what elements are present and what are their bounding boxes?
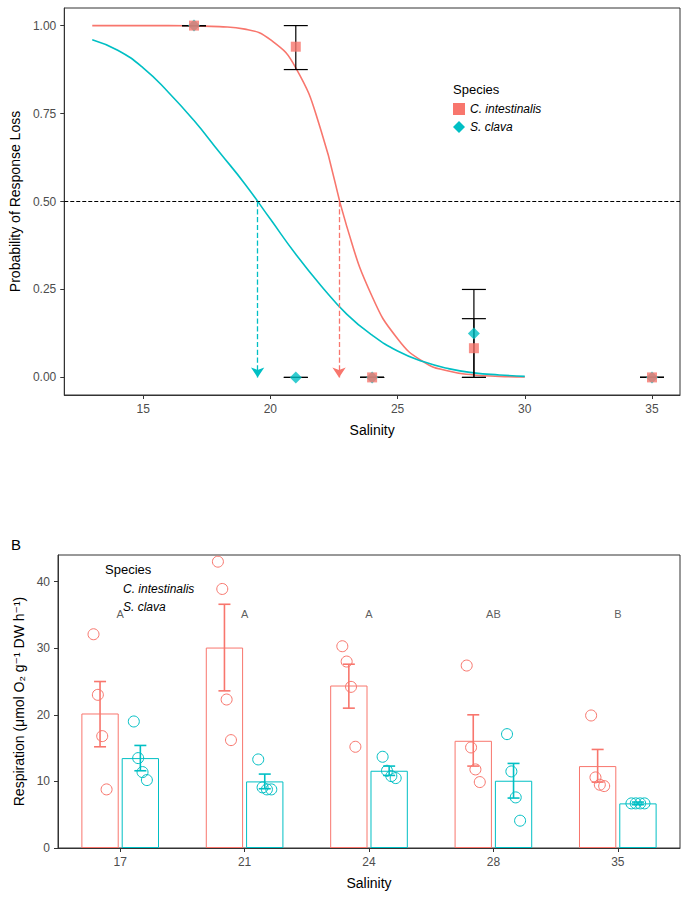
svg-text:21: 21 bbox=[238, 855, 252, 869]
svg-text:0.25: 0.25 bbox=[33, 282, 57, 296]
svg-text:20: 20 bbox=[37, 708, 51, 722]
svg-text:24: 24 bbox=[362, 855, 376, 869]
svg-text:30: 30 bbox=[518, 402, 532, 416]
svg-text:Probability of Response Loss: Probability of Response Loss bbox=[7, 111, 23, 292]
svg-text:A: A bbox=[117, 608, 125, 620]
svg-text:10: 10 bbox=[37, 774, 51, 788]
svg-text:20: 20 bbox=[264, 402, 278, 416]
svg-text:28: 28 bbox=[487, 855, 501, 869]
svg-text:AB: AB bbox=[486, 608, 501, 620]
svg-text:1.00: 1.00 bbox=[33, 19, 57, 33]
svg-text:S. clava: S. clava bbox=[123, 600, 166, 614]
svg-text:S. clava: S. clava bbox=[470, 120, 513, 134]
svg-text:0.50: 0.50 bbox=[33, 195, 57, 209]
svg-text:35: 35 bbox=[611, 855, 625, 869]
svg-text:B: B bbox=[614, 608, 621, 620]
svg-text:A: A bbox=[241, 608, 249, 620]
svg-text:Salinity: Salinity bbox=[350, 422, 395, 438]
svg-text:Species: Species bbox=[453, 82, 500, 97]
svg-text:17: 17 bbox=[114, 855, 128, 869]
svg-text:Species: Species bbox=[105, 562, 152, 577]
svg-text:C. intestinalis: C. intestinalis bbox=[470, 102, 541, 116]
svg-text:Salinity: Salinity bbox=[346, 875, 391, 891]
svg-text:0: 0 bbox=[43, 841, 50, 855]
svg-text:B: B bbox=[11, 536, 21, 553]
svg-text:A: A bbox=[365, 608, 373, 620]
svg-text:40: 40 bbox=[37, 575, 51, 589]
svg-text:15: 15 bbox=[136, 402, 150, 416]
svg-text:0.00: 0.00 bbox=[33, 370, 57, 384]
svg-text:30: 30 bbox=[37, 641, 51, 655]
svg-text:35: 35 bbox=[645, 402, 659, 416]
svg-text:C. intestinalis: C. intestinalis bbox=[123, 582, 194, 596]
svg-text:0.75: 0.75 bbox=[33, 107, 57, 121]
svg-text:Respiration (μmol O₂ g⁻¹ DW h⁻: Respiration (μmol O₂ g⁻¹ DW h⁻¹) bbox=[11, 597, 27, 807]
svg-text:25: 25 bbox=[391, 402, 405, 416]
